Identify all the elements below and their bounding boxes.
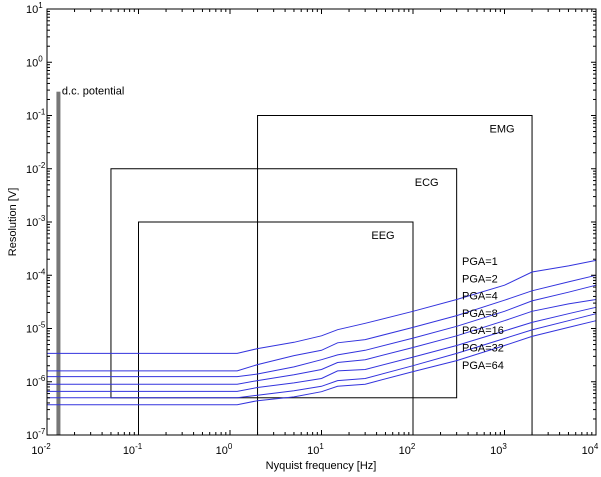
x-tick-label: 100 — [216, 442, 233, 457]
x-axis-label: Nyquist frequency [Hz] — [266, 460, 377, 472]
series-line-pga-16 — [47, 306, 597, 392]
series-labels: PGA=1 PGA=2 PGA=4 PGA=8 PGA=16 PGA=32 PGA=64 — [462, 256, 504, 372]
x-tick-label: 10-2 — [31, 442, 51, 457]
series-label-pga-8: PGA=8 — [462, 308, 498, 320]
series-label-pga-16: PGA=16 — [462, 325, 504, 337]
series-line-pga-64 — [47, 320, 597, 406]
series-line-pga-8 — [47, 299, 597, 385]
dc-potential-layer: d.c. potential — [56, 86, 124, 435]
y-tick-label: 10-2 — [26, 161, 46, 176]
y-tick-label: 10-5 — [26, 321, 46, 336]
series-line-pga-2 — [47, 274, 597, 372]
x-tick-label: 103 — [490, 442, 507, 457]
y-tick-label: 100 — [26, 54, 43, 69]
y-tick-label: 10-3 — [26, 214, 46, 229]
x-axis-ticks: 10-2 10-1 100 101 102 103 104 — [31, 9, 599, 457]
series-layer — [47, 259, 597, 406]
series-label-pga-32: PGA=32 — [462, 343, 504, 355]
x-tick-label: 104 — [582, 442, 599, 457]
series-label-pga-2: PGA=2 — [462, 273, 498, 285]
x-tick-label: 102 — [399, 442, 416, 457]
series-label-pga-4: PGA=4 — [462, 291, 498, 303]
y-tick-label: 10-6 — [26, 374, 46, 389]
y-axis-label: Resolution [V] — [7, 188, 19, 256]
region-label-ecg: ECG — [415, 177, 439, 189]
y-axis-ticks: 10-7 10-6 10-5 10-4 10-3 10-2 10-1 100 101 — [26, 1, 596, 442]
series-line-pga-4 — [47, 284, 597, 378]
dc-potential-label: d.c. potential — [62, 86, 124, 98]
y-tick-label: 10-4 — [26, 267, 46, 282]
series-line-pga-1 — [47, 259, 597, 354]
region-label-eeg: EEG — [371, 230, 394, 242]
x-tick-label: 10-1 — [123, 442, 143, 457]
y-tick-label: 10-7 — [26, 427, 46, 442]
x-tick-label: 101 — [307, 442, 324, 457]
series-label-pga-1: PGA=1 — [462, 256, 498, 268]
series-label-pga-64: PGA=64 — [462, 360, 504, 372]
series-line-pga-32 — [47, 313, 597, 399]
region-label-emg: EMG — [490, 124, 515, 136]
y-tick-label: 10-1 — [26, 108, 46, 123]
dc-potential-bar — [56, 91, 61, 435]
y-tick-label: 101 — [26, 1, 43, 16]
